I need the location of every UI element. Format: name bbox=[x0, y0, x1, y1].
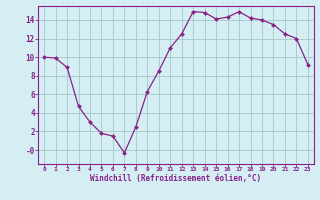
X-axis label: Windchill (Refroidissement éolien,°C): Windchill (Refroidissement éolien,°C) bbox=[91, 174, 261, 183]
